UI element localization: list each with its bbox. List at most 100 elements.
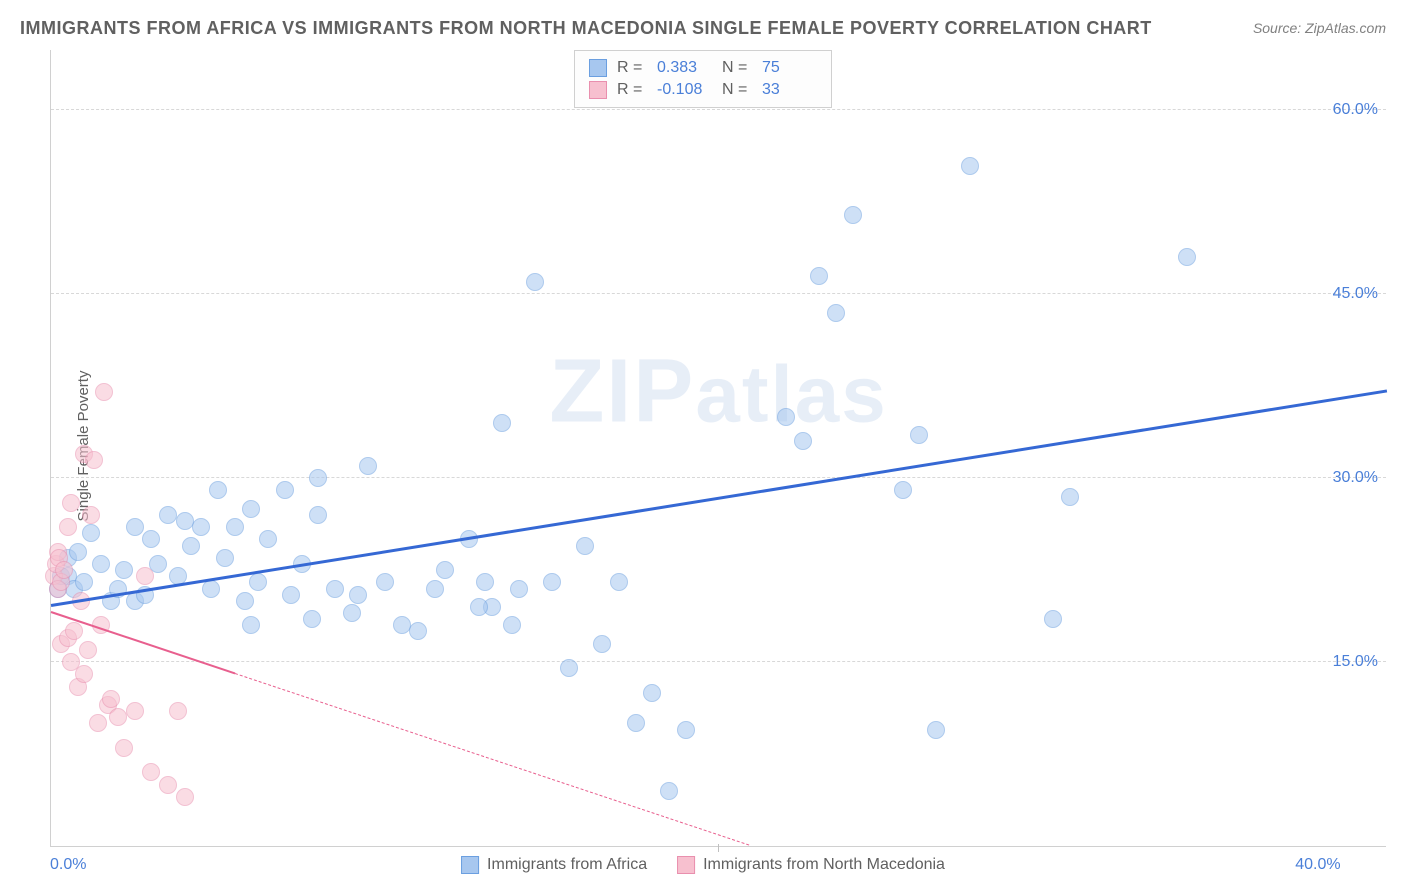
y-tick-label: 45.0% (1333, 285, 1378, 303)
n-label: N = (722, 81, 752, 99)
point-africa (192, 518, 210, 536)
point-macedonia (142, 763, 160, 781)
point-africa (115, 561, 133, 579)
point-africa (510, 580, 528, 598)
point-macedonia (55, 561, 73, 579)
point-africa (827, 304, 845, 322)
correlation-legend: R = 0.383 N = 75 R = -0.108 N = 33 (574, 50, 832, 108)
point-africa (69, 543, 87, 561)
point-africa (202, 580, 220, 598)
r-label: R = (617, 59, 647, 77)
point-africa (610, 573, 628, 591)
regression-line (235, 673, 750, 846)
point-africa (393, 616, 411, 634)
point-africa (677, 721, 695, 739)
point-macedonia (62, 494, 80, 512)
point-africa (1061, 488, 1079, 506)
r-label: R = (617, 81, 647, 99)
point-africa (343, 604, 361, 622)
chart-title: IMMIGRANTS FROM AFRICA VS IMMIGRANTS FRO… (20, 18, 1152, 39)
point-africa (560, 659, 578, 677)
r-value-2: -0.108 (657, 81, 712, 99)
legend-item-1: Immigrants from Africa (461, 856, 647, 874)
point-africa (810, 267, 828, 285)
point-macedonia (82, 506, 100, 524)
point-africa (309, 506, 327, 524)
point-macedonia (102, 690, 120, 708)
series-legend: Immigrants from Africa Immigrants from N… (461, 856, 945, 874)
point-africa (176, 512, 194, 530)
n-value-1: 75 (762, 59, 817, 77)
point-africa (660, 782, 678, 800)
r-value-1: 0.383 (657, 59, 712, 77)
point-macedonia (169, 702, 187, 720)
point-africa (75, 573, 93, 591)
point-macedonia (65, 622, 83, 640)
gridline (51, 661, 1386, 662)
point-africa (276, 481, 294, 499)
point-africa (376, 573, 394, 591)
chart-container: IMMIGRANTS FROM AFRICA VS IMMIGRANTS FRO… (0, 0, 1406, 892)
regression-line (51, 390, 1387, 607)
point-africa (1178, 248, 1196, 266)
point-africa (126, 518, 144, 536)
point-africa (526, 273, 544, 291)
legend-item-2: Immigrants from North Macedonia (677, 856, 945, 874)
point-africa (436, 561, 454, 579)
point-africa (349, 586, 367, 604)
y-tick-label: 15.0% (1333, 653, 1378, 671)
gridline (51, 293, 1386, 294)
point-macedonia (176, 788, 194, 806)
swatch-series-2 (589, 81, 607, 99)
point-africa (226, 518, 244, 536)
swatch-icon (461, 856, 479, 874)
point-africa (92, 555, 110, 573)
point-macedonia (89, 714, 107, 732)
x-tick-mark (718, 844, 719, 852)
point-africa (576, 537, 594, 555)
point-africa (309, 469, 327, 487)
y-tick-label: 30.0% (1333, 469, 1378, 487)
point-macedonia (59, 518, 77, 536)
legend-row-series-2: R = -0.108 N = 33 (589, 79, 817, 101)
legend-label-1: Immigrants from Africa (487, 856, 647, 874)
n-label: N = (722, 59, 752, 77)
swatch-series-1 (589, 59, 607, 77)
point-africa (844, 206, 862, 224)
point-africa (503, 616, 521, 634)
point-africa (242, 500, 260, 518)
point-africa (259, 530, 277, 548)
point-macedonia (85, 451, 103, 469)
gridline (51, 477, 1386, 478)
point-africa (159, 506, 177, 524)
point-africa (426, 580, 444, 598)
point-africa (643, 684, 661, 702)
point-africa (910, 426, 928, 444)
gridline (51, 109, 1386, 110)
point-africa (326, 580, 344, 598)
legend-row-series-1: R = 0.383 N = 75 (589, 57, 817, 79)
point-africa (216, 549, 234, 567)
point-macedonia (159, 776, 177, 794)
point-africa (1044, 610, 1062, 628)
point-macedonia (75, 665, 93, 683)
point-africa (961, 157, 979, 175)
point-africa (543, 573, 561, 591)
point-africa (777, 408, 795, 426)
point-africa (927, 721, 945, 739)
point-macedonia (136, 567, 154, 585)
point-africa (303, 610, 321, 628)
point-africa (142, 530, 160, 548)
point-africa (476, 573, 494, 591)
point-africa (82, 524, 100, 542)
y-tick-label: 60.0% (1333, 101, 1378, 119)
point-macedonia (79, 641, 97, 659)
point-africa (242, 616, 260, 634)
point-africa (470, 598, 488, 616)
point-africa (282, 586, 300, 604)
x-tick-min: 0.0% (50, 856, 86, 874)
point-africa (493, 414, 511, 432)
swatch-icon (677, 856, 695, 874)
x-tick-max: 40.0% (1295, 856, 1340, 874)
point-africa (236, 592, 254, 610)
